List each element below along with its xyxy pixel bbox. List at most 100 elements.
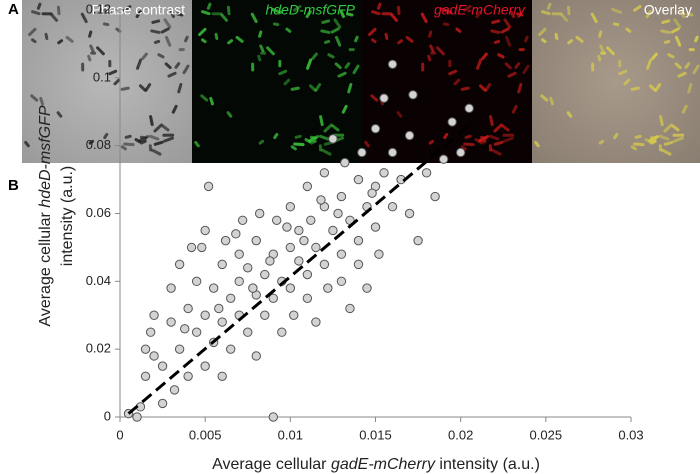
cell: [673, 18, 682, 29]
cell: [201, 10, 211, 16]
cell: [478, 135, 490, 143]
cell: [200, 94, 209, 102]
cell: [658, 134, 670, 141]
cell: [661, 19, 671, 24]
cell: [591, 62, 595, 72]
cell: [630, 86, 640, 91]
cell: [511, 104, 518, 114]
cell: [524, 35, 529, 43]
cell: [318, 144, 323, 152]
cell: [177, 82, 183, 94]
point: [340, 157, 350, 168]
x-tick-label: 0.025: [530, 427, 563, 442]
cell: [630, 145, 637, 151]
cell: [667, 53, 675, 59]
cell: [599, 44, 605, 53]
cell: [675, 35, 682, 47]
cell: [566, 5, 571, 16]
point: [379, 93, 389, 103]
point: [248, 283, 258, 293]
cell: [634, 134, 642, 139]
cell: [272, 22, 280, 27]
point: [166, 317, 176, 327]
cell: [50, 13, 59, 22]
cell: [278, 59, 282, 68]
cell: [150, 29, 161, 34]
point: [311, 242, 321, 253]
panel-label: gadE-mCherry: [434, 2, 526, 18]
cell: [211, 12, 223, 16]
cell: [453, 78, 461, 86]
point: [333, 208, 343, 219]
cell: [344, 62, 351, 69]
cell: [618, 59, 622, 68]
cell: [503, 18, 512, 29]
cell: [96, 46, 105, 56]
point: [149, 310, 159, 320]
cell: [57, 39, 64, 45]
cell: [464, 134, 472, 139]
cell: [226, 5, 231, 16]
cell: [290, 145, 297, 151]
cell: [80, 12, 88, 24]
point: [367, 188, 377, 198]
cell: [201, 38, 207, 44]
cell: [28, 27, 37, 37]
cell: [625, 27, 632, 33]
cell: [522, 64, 530, 75]
point: [438, 154, 449, 164]
cell: [347, 82, 353, 94]
cell: [101, 7, 113, 14]
cell: [549, 96, 554, 106]
cell: [648, 84, 657, 92]
cell: [182, 64, 190, 75]
point: [319, 168, 330, 178]
point: [220, 235, 231, 246]
point: [336, 276, 347, 287]
cell: [227, 39, 234, 45]
point: [464, 103, 474, 114]
point: [200, 225, 210, 236]
point: [186, 242, 197, 253]
point: [174, 259, 185, 270]
cell: [575, 35, 584, 43]
cell: [516, 12, 524, 17]
point: [260, 310, 270, 320]
cell: [645, 10, 652, 19]
point: [254, 208, 265, 219]
cell: [681, 104, 688, 114]
cell: [41, 12, 53, 16]
point: [302, 181, 313, 192]
point: [353, 259, 364, 270]
cell: [692, 64, 700, 75]
cell: [320, 29, 331, 34]
point: [197, 242, 207, 253]
cell: [321, 19, 331, 24]
cell: [293, 5, 302, 12]
x-tick-label: 0.01: [278, 427, 303, 442]
point: [183, 371, 193, 381]
point: [217, 317, 227, 327]
point: [251, 235, 261, 246]
cell: [405, 35, 414, 43]
cell: [478, 84, 487, 92]
cell: [108, 59, 112, 68]
point: [234, 249, 244, 259]
cell: [500, 27, 510, 34]
cell: [598, 30, 603, 38]
cell: [320, 148, 332, 156]
cell: [337, 71, 347, 78]
cell: [566, 111, 573, 118]
cell: [598, 139, 605, 145]
cell: [370, 94, 379, 102]
cell: [348, 48, 355, 52]
cell: [334, 62, 342, 70]
cell: [167, 71, 177, 78]
point: [217, 371, 227, 381]
cell: [184, 35, 189, 43]
point: [265, 256, 275, 266]
point: [268, 412, 278, 422]
cell: [214, 32, 219, 40]
cell: [327, 53, 335, 59]
point: [200, 361, 210, 371]
